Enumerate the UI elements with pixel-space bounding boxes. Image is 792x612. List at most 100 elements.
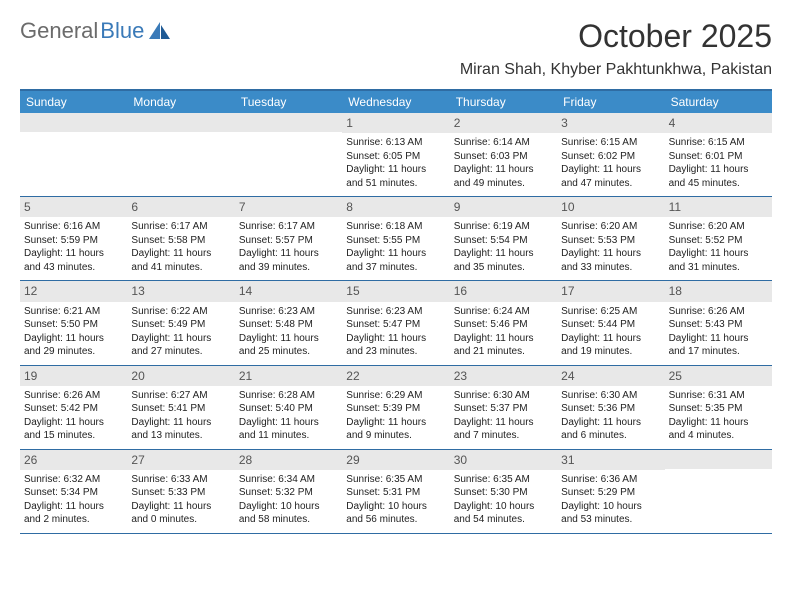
day-day1: Daylight: 11 hours — [669, 247, 768, 261]
day-day2: and 33 minutes. — [561, 261, 660, 275]
day-number: 9 — [450, 197, 557, 217]
day-sunset: Sunset: 5:55 PM — [346, 234, 445, 248]
day-sunset: Sunset: 5:48 PM — [239, 318, 338, 332]
day-number: 19 — [20, 366, 127, 386]
day-sunrise: Sunrise: 6:17 AM — [131, 220, 230, 234]
day-sunset: Sunset: 6:03 PM — [454, 150, 553, 164]
day-cell: 25Sunrise: 6:31 AMSunset: 5:35 PMDayligh… — [665, 366, 772, 449]
day-cell — [235, 113, 342, 196]
day-cell: 15Sunrise: 6:23 AMSunset: 5:47 PMDayligh… — [342, 281, 449, 364]
day-number: 28 — [235, 450, 342, 470]
day-sunset: Sunset: 5:41 PM — [131, 402, 230, 416]
day-day1: Daylight: 11 hours — [346, 247, 445, 261]
day-day2: and 35 minutes. — [454, 261, 553, 275]
day-number: 20 — [127, 366, 234, 386]
day-number: 15 — [342, 281, 449, 301]
day-cell — [665, 450, 772, 533]
day-sunset: Sunset: 5:43 PM — [669, 318, 768, 332]
day-sunrise: Sunrise: 6:21 AM — [24, 305, 123, 319]
day-sunset: Sunset: 5:47 PM — [346, 318, 445, 332]
day-day2: and 29 minutes. — [24, 345, 123, 359]
day-cell — [127, 113, 234, 196]
week-row: 12Sunrise: 6:21 AMSunset: 5:50 PMDayligh… — [20, 281, 772, 365]
day-day1: Daylight: 11 hours — [24, 500, 123, 514]
day-day1: Daylight: 11 hours — [561, 416, 660, 430]
day-number: 1 — [342, 113, 449, 133]
day-day2: and 17 minutes. — [669, 345, 768, 359]
day-day1: Daylight: 11 hours — [561, 332, 660, 346]
day-number: 22 — [342, 366, 449, 386]
day-day1: Daylight: 11 hours — [131, 416, 230, 430]
day-day2: and 0 minutes. — [131, 513, 230, 527]
day-cell: 30Sunrise: 6:35 AMSunset: 5:30 PMDayligh… — [450, 450, 557, 533]
logo-sail-icon — [149, 22, 171, 40]
day-cell: 14Sunrise: 6:23 AMSunset: 5:48 PMDayligh… — [235, 281, 342, 364]
day-sunset: Sunset: 5:44 PM — [561, 318, 660, 332]
day-cell: 12Sunrise: 6:21 AMSunset: 5:50 PMDayligh… — [20, 281, 127, 364]
day-day2: and 13 minutes. — [131, 429, 230, 443]
day-day1: Daylight: 11 hours — [454, 332, 553, 346]
day-day2: and 25 minutes. — [239, 345, 338, 359]
day-day2: and 15 minutes. — [24, 429, 123, 443]
day-day1: Daylight: 11 hours — [239, 416, 338, 430]
day-number: 26 — [20, 450, 127, 470]
day-sunset: Sunset: 5:49 PM — [131, 318, 230, 332]
day-number: 27 — [127, 450, 234, 470]
day-sunrise: Sunrise: 6:18 AM — [346, 220, 445, 234]
day-number: 14 — [235, 281, 342, 301]
day-day2: and 23 minutes. — [346, 345, 445, 359]
day-cell: 24Sunrise: 6:30 AMSunset: 5:36 PMDayligh… — [557, 366, 664, 449]
day-day1: Daylight: 11 hours — [346, 416, 445, 430]
day-day1: Daylight: 10 hours — [346, 500, 445, 514]
day-sunrise: Sunrise: 6:36 AM — [561, 473, 660, 487]
day-sunset: Sunset: 5:33 PM — [131, 486, 230, 500]
day-day1: Daylight: 10 hours — [454, 500, 553, 514]
logo-text-blue: Blue — [100, 18, 144, 44]
day-cell: 6Sunrise: 6:17 AMSunset: 5:58 PMDaylight… — [127, 197, 234, 280]
weekday-header: Sunday — [20, 91, 127, 113]
day-day1: Daylight: 10 hours — [561, 500, 660, 514]
day-sunrise: Sunrise: 6:20 AM — [561, 220, 660, 234]
day-day2: and 19 minutes. — [561, 345, 660, 359]
day-number — [127, 113, 234, 132]
day-sunset: Sunset: 5:36 PM — [561, 402, 660, 416]
day-day1: Daylight: 11 hours — [669, 332, 768, 346]
day-sunrise: Sunrise: 6:30 AM — [561, 389, 660, 403]
day-sunrise: Sunrise: 6:32 AM — [24, 473, 123, 487]
day-day2: and 49 minutes. — [454, 177, 553, 191]
day-sunrise: Sunrise: 6:15 AM — [561, 136, 660, 150]
day-day2: and 43 minutes. — [24, 261, 123, 275]
day-cell: 8Sunrise: 6:18 AMSunset: 5:55 PMDaylight… — [342, 197, 449, 280]
week-row: 5Sunrise: 6:16 AMSunset: 5:59 PMDaylight… — [20, 197, 772, 281]
day-day2: and 6 minutes. — [561, 429, 660, 443]
day-day2: and 2 minutes. — [24, 513, 123, 527]
day-day1: Daylight: 11 hours — [131, 247, 230, 261]
day-sunrise: Sunrise: 6:33 AM — [131, 473, 230, 487]
day-sunset: Sunset: 5:39 PM — [346, 402, 445, 416]
day-number: 30 — [450, 450, 557, 470]
day-cell: 29Sunrise: 6:35 AMSunset: 5:31 PMDayligh… — [342, 450, 449, 533]
day-sunset: Sunset: 5:40 PM — [239, 402, 338, 416]
day-sunrise: Sunrise: 6:28 AM — [239, 389, 338, 403]
day-day2: and 7 minutes. — [454, 429, 553, 443]
day-number: 29 — [342, 450, 449, 470]
day-day2: and 9 minutes. — [346, 429, 445, 443]
day-number — [665, 450, 772, 469]
day-sunrise: Sunrise: 6:35 AM — [346, 473, 445, 487]
day-number: 25 — [665, 366, 772, 386]
day-sunset: Sunset: 6:05 PM — [346, 150, 445, 164]
day-day2: and 51 minutes. — [346, 177, 445, 191]
day-cell: 21Sunrise: 6:28 AMSunset: 5:40 PMDayligh… — [235, 366, 342, 449]
day-sunset: Sunset: 6:01 PM — [669, 150, 768, 164]
day-sunset: Sunset: 5:50 PM — [24, 318, 123, 332]
day-day2: and 56 minutes. — [346, 513, 445, 527]
day-sunrise: Sunrise: 6:14 AM — [454, 136, 553, 150]
day-cell: 1Sunrise: 6:13 AMSunset: 6:05 PMDaylight… — [342, 113, 449, 196]
day-sunset: Sunset: 5:46 PM — [454, 318, 553, 332]
day-number — [235, 113, 342, 132]
day-sunrise: Sunrise: 6:34 AM — [239, 473, 338, 487]
day-sunrise: Sunrise: 6:17 AM — [239, 220, 338, 234]
day-day1: Daylight: 11 hours — [561, 163, 660, 177]
day-sunrise: Sunrise: 6:13 AM — [346, 136, 445, 150]
day-sunrise: Sunrise: 6:23 AM — [239, 305, 338, 319]
